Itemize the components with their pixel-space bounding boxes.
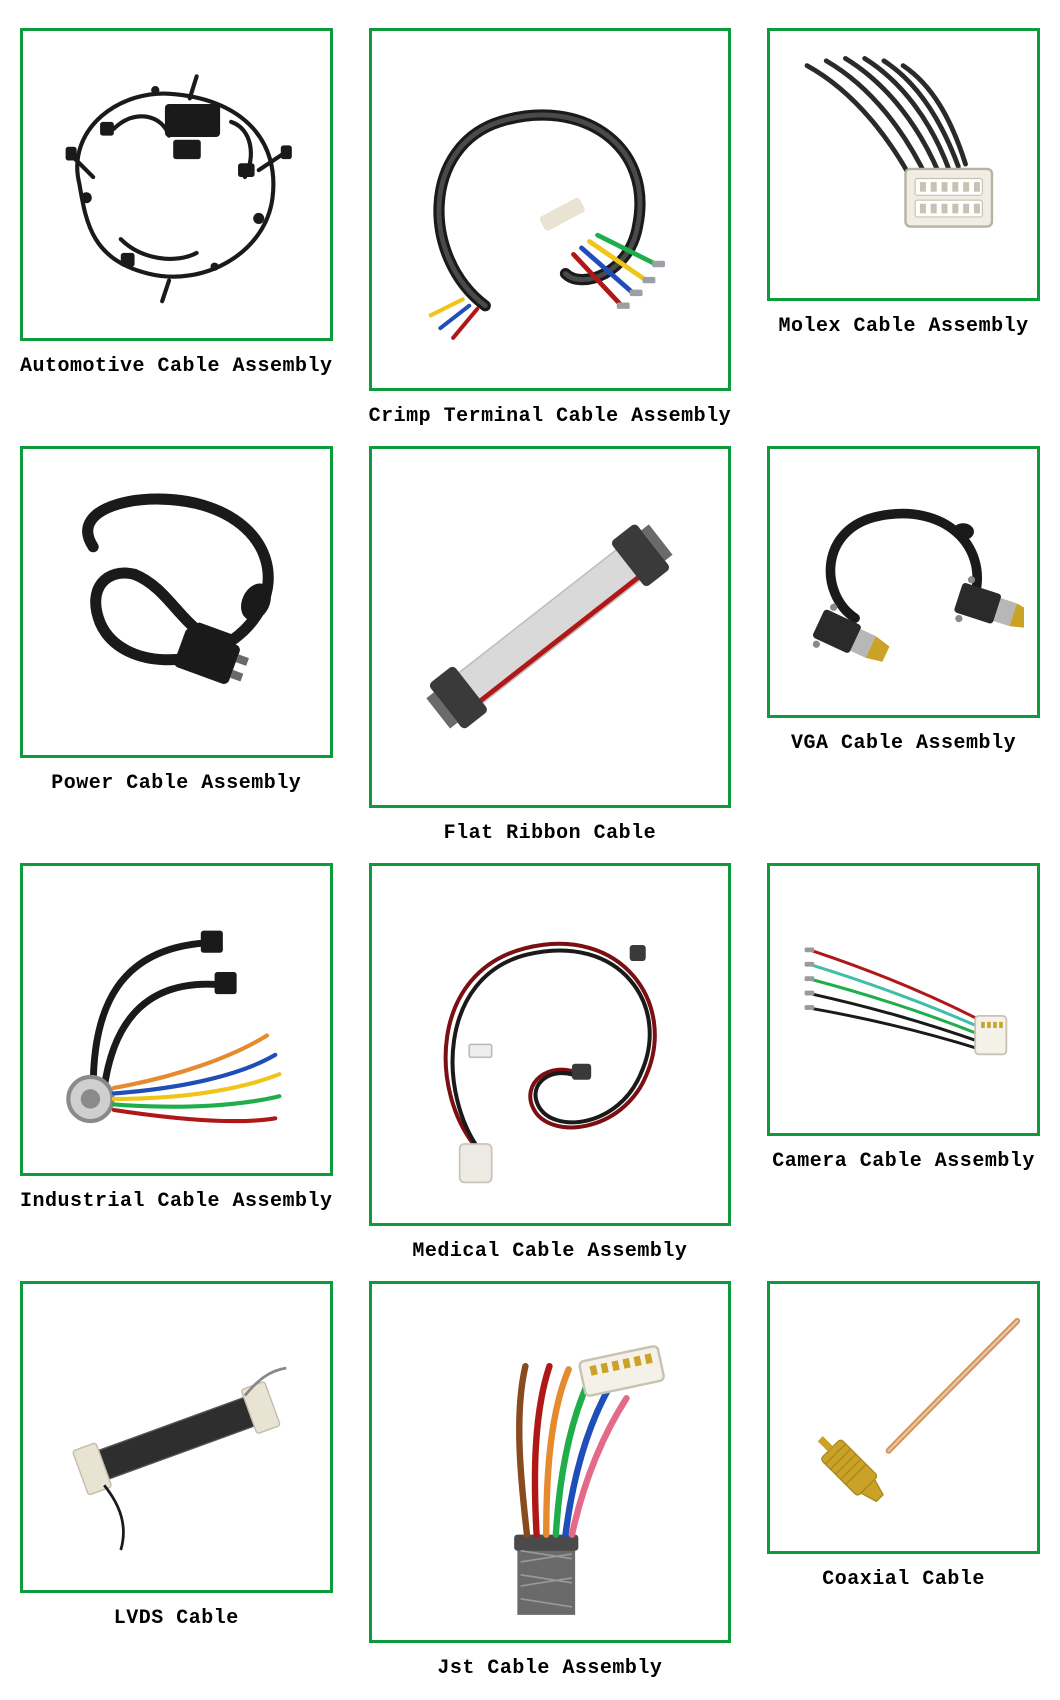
image-box (369, 1281, 732, 1644)
industrial-cable-icon (38, 881, 314, 1157)
caption: Industrial Cable Assembly (20, 1190, 333, 1213)
flat-ribbon-icon (389, 466, 710, 787)
lvds-cable-icon (38, 1299, 314, 1575)
image-box (20, 28, 333, 341)
card-jst[interactable]: Jst Cable Assembly (369, 1281, 732, 1681)
caption: LVDS Cable (114, 1607, 239, 1630)
caption: Molex Cable Assembly (779, 315, 1029, 338)
caption: Coaxial Cable (822, 1568, 985, 1591)
caption: Medical Cable Assembly (412, 1240, 687, 1263)
card-flat-ribbon[interactable]: Flat Ribbon Cable (369, 446, 732, 846)
caption: Jst Cable Assembly (437, 1657, 662, 1680)
image-box (767, 863, 1040, 1136)
image-box (369, 863, 732, 1226)
card-coaxial[interactable]: Coaxial Cable (767, 1281, 1040, 1681)
caption: Automotive Cable Assembly (20, 355, 333, 378)
card-crimp[interactable]: Crimp Terminal Cable Assembly (369, 28, 732, 428)
crimp-cable-icon (389, 49, 710, 370)
jst-cable-icon (389, 1302, 710, 1623)
medical-cable-icon (389, 884, 710, 1205)
power-plug-cable-icon (38, 464, 314, 740)
image-box (20, 446, 333, 759)
automotive-harness-icon (38, 46, 314, 322)
image-box (767, 1281, 1040, 1554)
card-vga[interactable]: VGA Cable Assembly (767, 446, 1040, 846)
card-automotive[interactable]: Automotive Cable Assembly (20, 28, 333, 428)
product-grid: Automotive Cable Assembly (10, 28, 1050, 1680)
caption: VGA Cable Assembly (791, 732, 1016, 755)
image-box (767, 446, 1040, 719)
molex-cable-icon (783, 44, 1023, 284)
card-industrial[interactable]: Industrial Cable Assembly (20, 863, 333, 1263)
caption: Power Cable Assembly (51, 772, 301, 795)
image-box (369, 28, 732, 391)
image-box (369, 446, 732, 809)
image-box (20, 1281, 333, 1594)
camera-cable-icon (783, 879, 1023, 1119)
card-camera[interactable]: Camera Cable Assembly (767, 863, 1040, 1263)
caption: Crimp Terminal Cable Assembly (369, 405, 732, 428)
coaxial-cable-icon (783, 1297, 1023, 1537)
card-molex[interactable]: Molex Cable Assembly (767, 28, 1040, 428)
card-medical[interactable]: Medical Cable Assembly (369, 863, 732, 1263)
vga-cable-icon (783, 462, 1023, 702)
card-power[interactable]: Power Cable Assembly (20, 446, 333, 846)
image-box (767, 28, 1040, 301)
card-lvds[interactable]: LVDS Cable (20, 1281, 333, 1681)
caption: Flat Ribbon Cable (444, 822, 657, 845)
caption: Camera Cable Assembly (772, 1150, 1035, 1173)
image-box (20, 863, 333, 1176)
